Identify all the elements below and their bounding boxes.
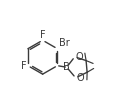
Text: F: F	[40, 30, 45, 40]
Text: Br: Br	[59, 38, 69, 48]
Text: F: F	[21, 61, 27, 71]
Text: O: O	[75, 52, 83, 62]
Text: O: O	[76, 73, 84, 83]
Text: B: B	[63, 62, 70, 72]
